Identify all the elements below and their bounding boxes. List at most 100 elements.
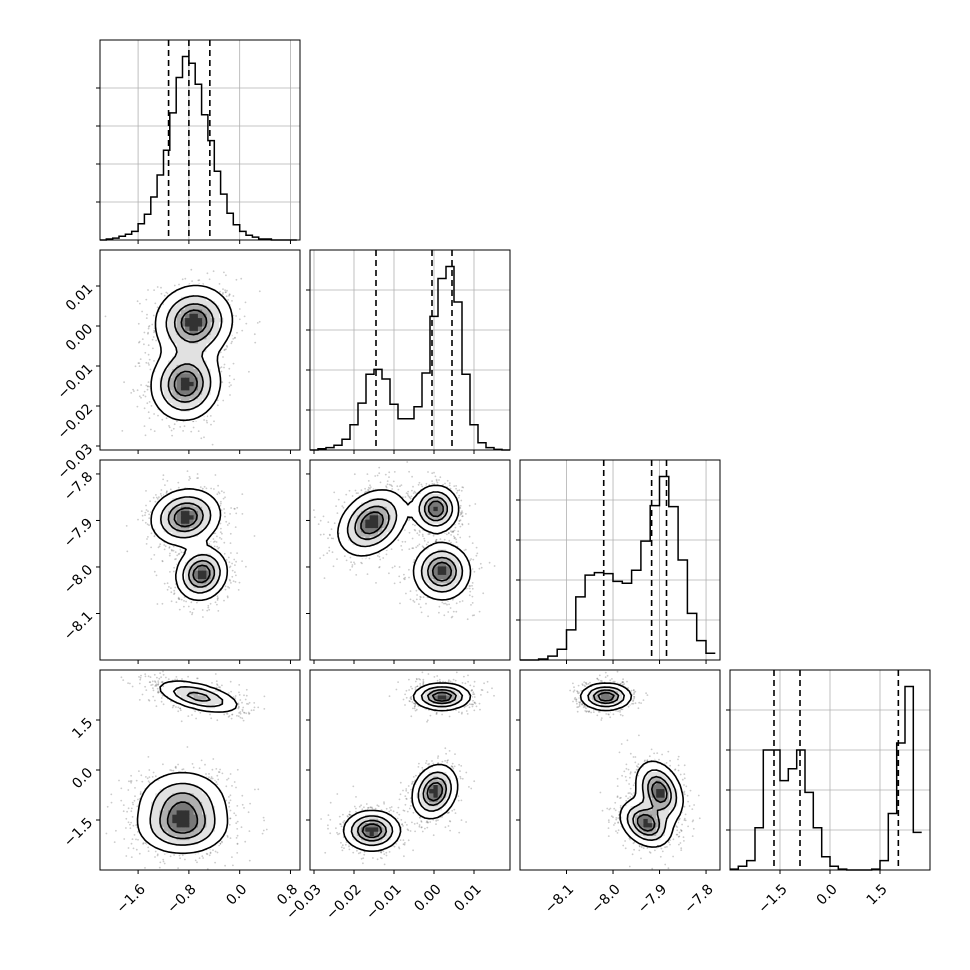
density-cell <box>168 364 173 370</box>
density-cell <box>219 343 224 349</box>
density-cell <box>159 364 165 370</box>
density-cell <box>155 313 161 319</box>
density-cell <box>193 536 199 542</box>
density-cell <box>214 326 220 332</box>
sample-point <box>213 545 216 548</box>
sample-point <box>217 484 220 487</box>
density-cell <box>189 369 195 374</box>
sample-point <box>216 535 218 538</box>
sample-point <box>488 561 491 564</box>
density-cell <box>185 403 190 409</box>
sample-point <box>218 492 221 495</box>
density-cell <box>197 301 203 306</box>
density-cell <box>172 330 178 336</box>
density-cell <box>168 309 173 315</box>
density-cell <box>159 360 165 366</box>
sample-point <box>435 478 438 481</box>
sample-point <box>156 286 159 288</box>
density-cell <box>168 326 173 332</box>
sample-point <box>137 322 140 325</box>
density-cell <box>185 489 190 495</box>
sample-point <box>233 507 236 510</box>
sample-point <box>158 496 160 499</box>
density-cell <box>185 352 190 357</box>
sample-point <box>353 563 356 565</box>
density-cell <box>172 347 178 353</box>
sample-point <box>313 516 316 519</box>
sample-point <box>147 385 149 388</box>
sample-point <box>141 338 144 340</box>
sample-point <box>173 284 176 287</box>
density-cell <box>202 394 207 400</box>
density-cell <box>163 369 169 374</box>
density-cell <box>185 386 190 392</box>
sample-point <box>228 561 231 563</box>
sample-point <box>213 420 215 423</box>
sample-point <box>146 538 148 540</box>
sample-point <box>322 533 325 536</box>
sample-point <box>183 605 185 608</box>
sample-point <box>418 534 420 536</box>
sample-point <box>337 498 340 501</box>
sample-point <box>418 481 421 484</box>
density-cell <box>163 339 169 345</box>
density-cell <box>214 343 220 349</box>
sample-point <box>225 348 227 351</box>
density-cell <box>172 339 178 345</box>
density-cell <box>180 339 186 345</box>
sample-point <box>378 466 381 469</box>
sample-point <box>355 492 358 495</box>
sample-point <box>184 277 187 280</box>
sample-point <box>145 509 148 511</box>
sample-point <box>432 534 435 537</box>
density-cell <box>180 394 186 400</box>
sample-point <box>145 384 148 387</box>
density-cell <box>193 288 199 294</box>
sample-point <box>256 322 259 324</box>
sample-point <box>219 290 222 293</box>
sample-point <box>446 533 448 536</box>
sample-point <box>223 349 226 351</box>
density-cell <box>197 549 203 555</box>
sample-point <box>136 389 139 392</box>
density-cell <box>163 313 169 319</box>
density-cell <box>176 296 182 302</box>
sample-point <box>228 578 231 581</box>
density-cell <box>197 322 203 328</box>
density-cell <box>193 403 199 409</box>
sample-point <box>219 531 222 534</box>
sample-point <box>138 365 141 367</box>
sample-point <box>169 488 172 491</box>
sample-point <box>150 428 152 431</box>
sample-point <box>235 315 238 317</box>
sample-point <box>378 555 381 558</box>
density-cell <box>155 377 161 383</box>
sample-point <box>453 535 455 538</box>
density-cell <box>197 313 203 319</box>
sample-point <box>153 570 156 573</box>
density-cell <box>159 407 165 413</box>
contour-level-1 <box>160 295 223 411</box>
density-cell <box>197 352 203 357</box>
sample-point <box>178 552 181 555</box>
density-cell <box>223 330 229 336</box>
sample-point <box>230 507 233 509</box>
density-cell <box>176 330 182 336</box>
density-cell <box>168 313 173 319</box>
panel-background <box>520 460 720 660</box>
density-cell <box>206 347 212 353</box>
density-cell <box>180 288 186 294</box>
sample-point <box>147 327 150 330</box>
density-cell <box>227 318 233 323</box>
density-cell <box>168 318 173 323</box>
sample-point <box>258 290 261 293</box>
sample-point <box>223 491 225 494</box>
sample-point <box>317 523 320 525</box>
sample-point <box>238 581 241 584</box>
sample-point <box>160 286 162 289</box>
sample-point <box>166 582 169 585</box>
sample-point <box>384 473 387 476</box>
density-cell <box>163 511 169 516</box>
sample-point <box>220 538 223 540</box>
panel-frame <box>99 249 301 451</box>
